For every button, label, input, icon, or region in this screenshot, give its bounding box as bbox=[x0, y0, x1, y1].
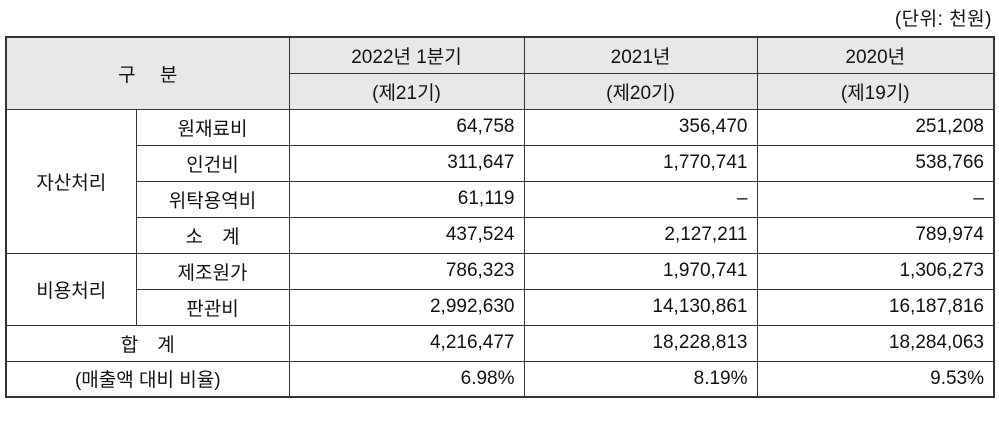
cell-value: 1,970,741 bbox=[523, 252, 758, 290]
header-category: 구 분 bbox=[5, 36, 290, 110]
cell-value: – bbox=[523, 180, 758, 218]
cell-value: – bbox=[756, 180, 995, 218]
ratio-row: (매출액 대비 비율) 6.98% 8.19% 9.53% bbox=[5, 360, 995, 398]
ratio-value: 8.19% bbox=[523, 360, 758, 398]
row-label: 판관비 bbox=[135, 288, 290, 326]
row-label: 위탁용역비 bbox=[135, 180, 290, 218]
header-period-2022: 2022년 1분기 bbox=[288, 36, 525, 74]
cell-value: 789,974 bbox=[756, 216, 995, 254]
header-term-21: (제21기) bbox=[288, 72, 525, 110]
cell-value: 538,766 bbox=[756, 144, 995, 182]
cost-breakdown-table: 구 분 2022년 1분기 2021년 2020년 (제21기) (제20기) … bbox=[5, 36, 995, 398]
cell-value: 311,647 bbox=[288, 144, 525, 182]
total-value: 18,284,063 bbox=[756, 324, 995, 362]
total-value: 18,228,813 bbox=[523, 324, 758, 362]
unit-label: (단위: 천원) bbox=[894, 9, 992, 30]
cell-value: 1,770,741 bbox=[523, 144, 758, 182]
table-row: 판관비 2,992,630 14,130,861 16,187,816 bbox=[6, 288, 995, 326]
cell-value: 437,524 bbox=[288, 216, 525, 254]
row-label: 소 계 bbox=[135, 216, 290, 254]
group-asset-label: 자산처리 bbox=[5, 108, 137, 254]
ratio-value: 9.53% bbox=[756, 360, 995, 398]
cell-value: 786,323 bbox=[288, 252, 525, 290]
row-label: 인건비 bbox=[135, 144, 290, 182]
cell-value: 356,470 bbox=[523, 108, 758, 146]
table-row: 소 계 437,524 2,127,211 789,974 bbox=[6, 216, 995, 254]
header-term-20: (제20기) bbox=[523, 72, 758, 110]
cell-value: 16,187,816 bbox=[756, 288, 995, 326]
group-expense-label: 비용처리 bbox=[5, 252, 137, 326]
row-label: 원재료비 bbox=[135, 108, 290, 146]
cell-value: 64,758 bbox=[288, 108, 525, 146]
total-label: 합 계 bbox=[5, 324, 290, 362]
header-row-term: (제21기) (제20기) (제19기) bbox=[6, 72, 995, 110]
table-row: 인건비 311,647 1,770,741 538,766 bbox=[6, 144, 995, 182]
cell-value: 61,119 bbox=[288, 180, 525, 218]
cell-value: 2,127,211 bbox=[523, 216, 758, 254]
header-row-period: 구 분 2022년 1분기 2021년 2020년 bbox=[5, 36, 995, 110]
cell-value: 2,992,630 bbox=[288, 288, 525, 326]
header-term-19: (제19기) bbox=[756, 72, 995, 110]
row-label: 제조원가 bbox=[135, 252, 290, 290]
table-row: 위탁용역비 61,119 – – bbox=[6, 180, 995, 218]
header-period-2021: 2021년 bbox=[523, 36, 758, 74]
header-period-2020: 2020년 bbox=[756, 36, 995, 74]
table-row: 비용처리 제조원가 786,323 1,970,741 1,306,273 bbox=[5, 252, 995, 326]
total-row: 합 계 4,216,477 18,228,813 18,284,063 bbox=[5, 324, 995, 362]
cell-value: 1,306,273 bbox=[756, 252, 995, 290]
ratio-value: 6.98% bbox=[288, 360, 525, 398]
cell-value: 251,208 bbox=[756, 108, 995, 146]
table-row: 자산처리 원재료비 64,758 356,470 251,208 bbox=[5, 108, 995, 254]
cell-value: 14,130,861 bbox=[523, 288, 758, 326]
total-value: 4,216,477 bbox=[288, 324, 525, 362]
ratio-label: (매출액 대비 비율) bbox=[5, 360, 290, 398]
